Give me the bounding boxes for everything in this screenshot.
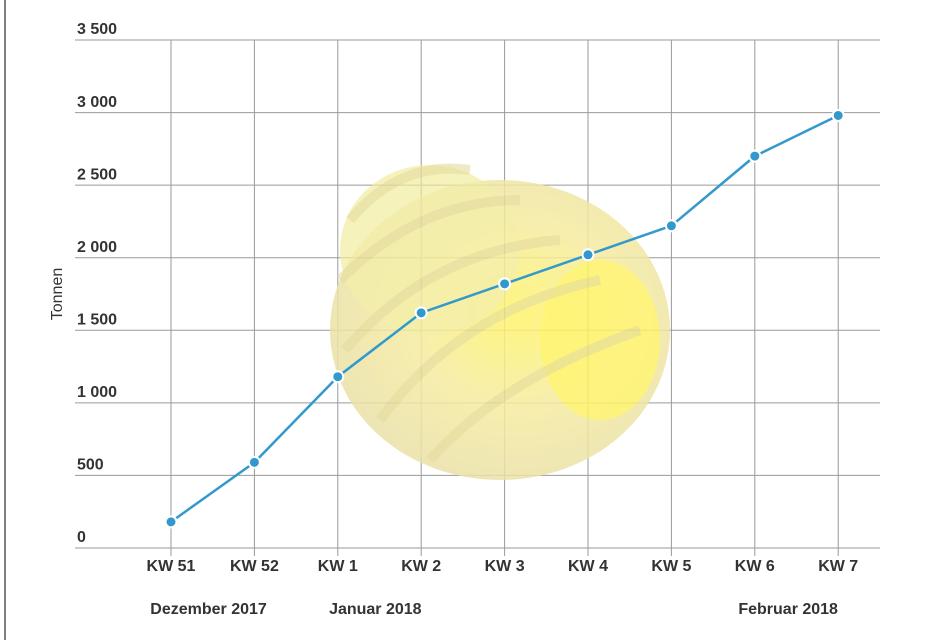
y-tick-label: 3 000 <box>77 94 117 111</box>
y-tick-label: 1 500 <box>77 312 117 329</box>
data-point <box>664 219 678 233</box>
x-tick-label: KW 7 <box>818 558 858 575</box>
data-point <box>331 370 345 384</box>
y-tick-label: 1 000 <box>77 384 117 401</box>
data-point <box>748 149 762 163</box>
y-axis-label: Tonnen <box>49 268 66 321</box>
x-tick-label: KW 5 <box>651 558 691 575</box>
month-label: Dezember 2017 <box>150 601 267 618</box>
x-tick-label: KW 2 <box>401 558 441 575</box>
y-tick-label: 3 500 <box>77 21 117 38</box>
data-point <box>831 108 845 122</box>
data-point <box>581 248 595 262</box>
data-point <box>414 306 428 320</box>
data-point <box>498 277 512 291</box>
month-label: Januar 2018 <box>329 601 422 618</box>
x-tick-label: KW 3 <box>485 558 525 575</box>
x-tick-label: KW 1 <box>318 558 358 575</box>
data-point <box>247 455 261 469</box>
x-tick-label: KW 6 <box>735 558 775 575</box>
month-label: Februar 2018 <box>738 601 838 618</box>
data-point <box>164 515 178 529</box>
y-tick-label: 500 <box>77 457 104 474</box>
butter-image <box>330 163 670 480</box>
y-tick-label: 2 500 <box>77 166 117 183</box>
y-tick-label: 2 000 <box>77 239 117 256</box>
x-tick-label: KW 52 <box>230 558 279 575</box>
x-tick-label: KW 51 <box>147 558 196 575</box>
x-tick-label: KW 4 <box>568 558 608 575</box>
y-tick-label: 0 <box>77 529 86 546</box>
